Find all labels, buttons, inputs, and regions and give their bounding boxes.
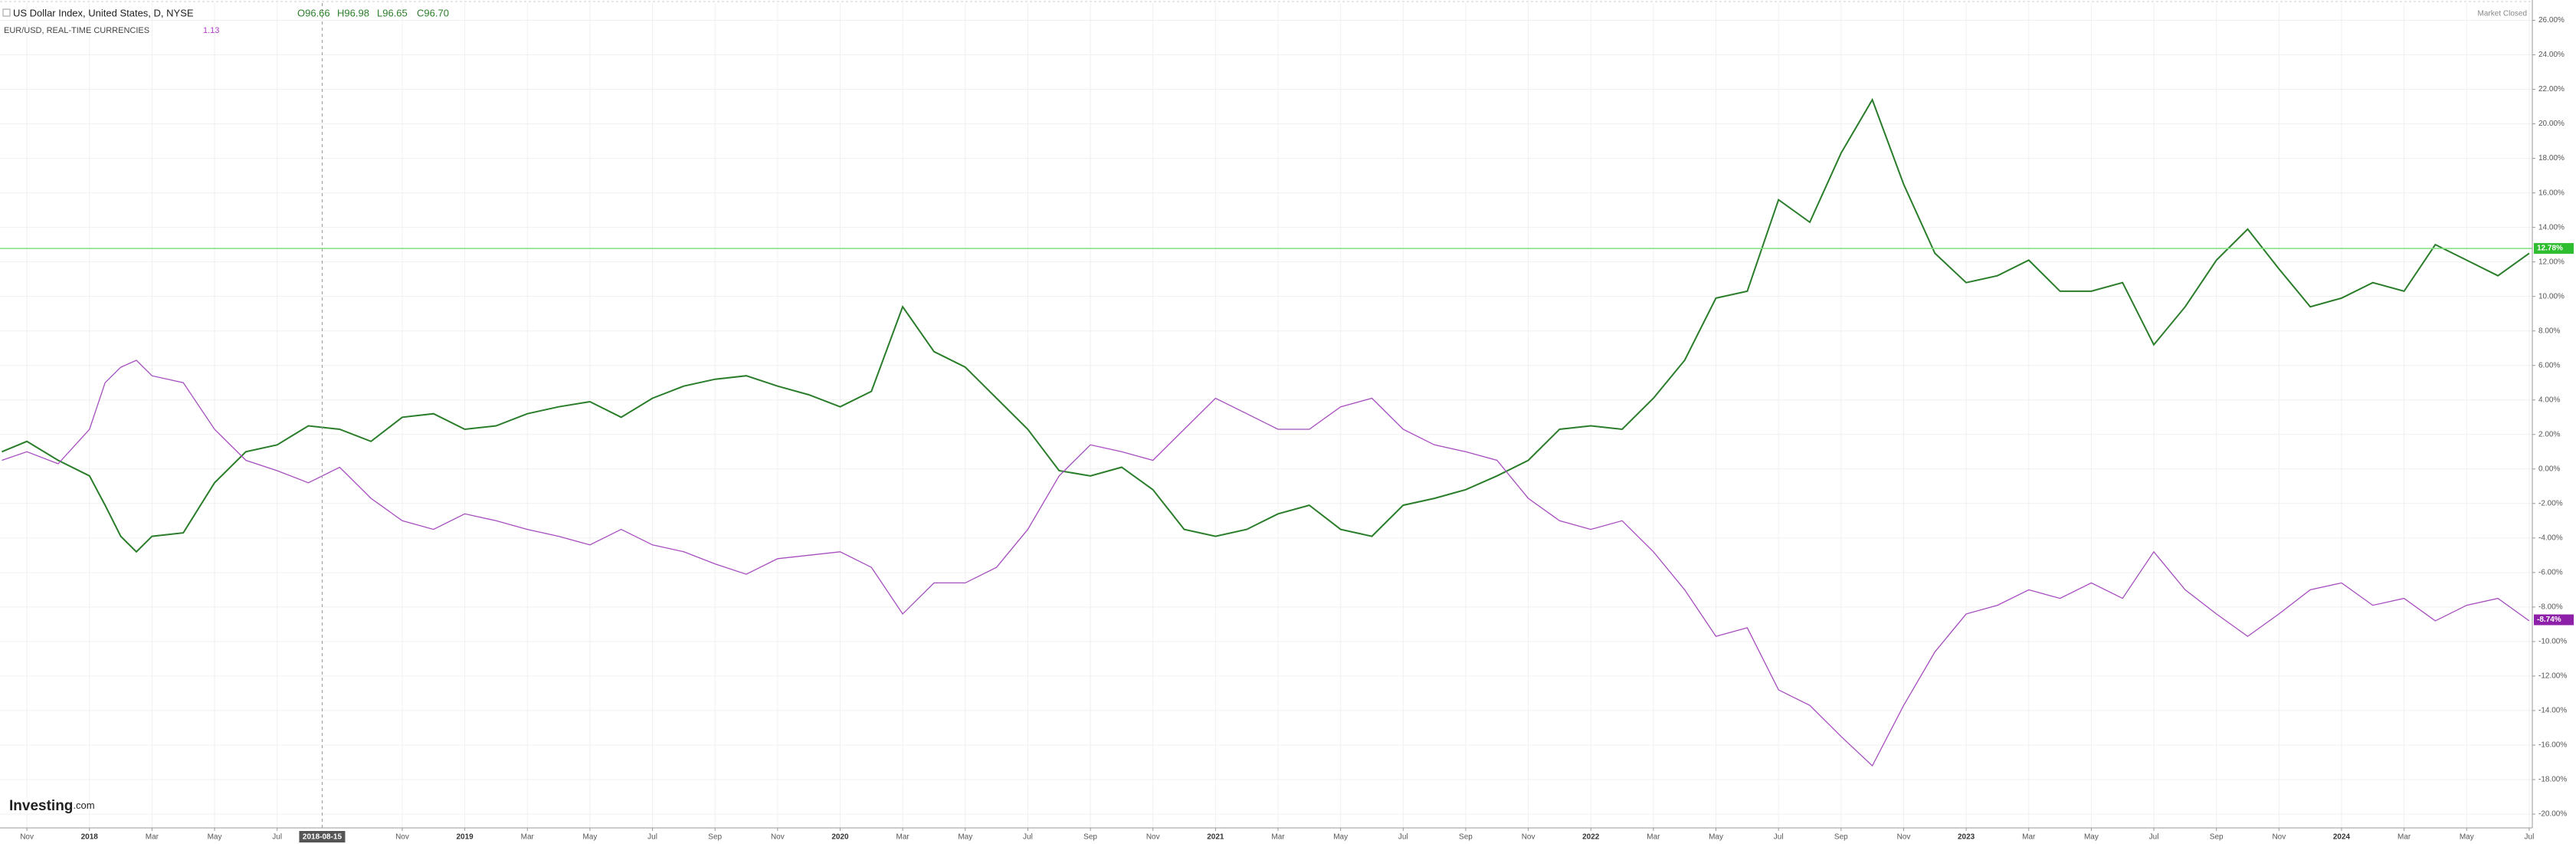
market-status: Market Closed [2478,10,2527,18]
brand-logo: Investing.com [9,798,95,814]
x-tick-label: May [2084,833,2099,842]
y-tick-label: 2.00% [2538,430,2560,438]
crosshair-label-box [299,831,346,842]
eur-last: 1.13 [203,26,219,35]
collapse-box[interactable] [2,8,11,17]
y-tick-label: 4.00% [2538,396,2560,404]
series-title: EUR/USD, REAL-TIME CURRENCIES [4,26,149,35]
x-tick-label: Mar [1271,833,1285,842]
y-tick-label: 8.00% [2538,327,2560,335]
x-tick-label: Jul [2149,833,2159,842]
x-tick-label: Sep [1834,833,1848,842]
x-tick-label: Sep [1083,833,1097,842]
x-tick-label: Sep [1459,833,1473,842]
y-tick-label: 12.00% [2538,258,2565,266]
eur-label-box [2534,614,2574,626]
x-tick-label: 2019 [456,833,474,842]
x-tick-label: Mar [2397,833,2411,842]
y-tick-label: -14.00% [2538,707,2567,715]
y-tick-label: 18.00% [2538,154,2565,163]
y-tick-label: -4.00% [2538,534,2563,542]
y-tick-label: -12.00% [2538,672,2567,681]
series-line [2,360,2530,767]
x-tick-label: Sep [2210,833,2224,842]
eur-label: -8.74% [2537,616,2561,624]
x-tick-label: 2020 [831,833,849,842]
x-tick-label: May [208,833,222,842]
y-tick-label: 10.00% [2538,292,2565,300]
axes-layer: -20.00% -18.00% -16.00% -14.00% -12.00% -10.0… [20,16,2574,842]
y-tick-label: -16.00% [2538,741,2567,750]
x-tick-label: Nov [1897,833,1911,842]
ohlc-close: C96.70 [417,7,449,18]
y-tick-label: 20.00% [2538,120,2565,128]
crosshair-label: 2018-08-15 [303,833,342,842]
y-tick-label: 0.00% [2538,465,2560,473]
x-tick-label: Nov [20,833,34,842]
x-tick-label: Mar [1647,833,1660,842]
x-tick-label: Nov [1146,833,1160,842]
ohlc-open: O96.66 [297,7,330,18]
plot-layer [0,3,2532,828]
x-tick-label: May [2460,833,2474,842]
y-tick-label: 14.00% [2538,223,2565,232]
x-tick-label: Jul [2525,833,2535,842]
x-tick-label: May [1709,833,1723,842]
y-tick-label: -20.00% [2538,810,2567,819]
y-tick-label: -2.00% [2538,499,2563,507]
y-tick-label: -8.00% [2538,603,2563,612]
x-tick-label: 2024 [2333,833,2351,842]
x-tick-label: 2022 [1582,833,1600,842]
x-tick-label: 2021 [1207,833,1224,842]
x-tick-label: May [958,833,972,842]
series-title: US Dollar Index, United States, D, NYSE [13,7,194,18]
x-tick-label: 2018 [81,833,99,842]
x-tick-label: Jul [647,833,657,842]
x-tick-label: Sep [708,833,722,842]
y-tick-label: -10.00% [2538,638,2567,646]
x-tick-label: Jul [1023,833,1033,842]
x-tick-label: May [1333,833,1348,842]
y-tick-label: 16.00% [2538,189,2565,197]
y-tick-label: -18.00% [2538,776,2567,784]
x-tick-label: Nov [771,833,785,842]
brand-name: Investing [9,798,73,814]
series-line [2,97,2530,553]
x-tick-label: Mar [2022,833,2036,842]
y-tick-label: 26.00% [2538,16,2565,25]
y-tick-label: 24.00% [2538,51,2565,59]
x-tick-label: Jul [1398,833,1408,842]
y-tick-label: -6.00% [2538,568,2563,576]
ohlc-low: L96.65 [377,7,408,18]
ohlc-high: H96.98 [337,7,369,18]
x-tick-label: 2023 [1958,833,1975,842]
x-tick-label: Mar [146,833,159,842]
price-label-box [2534,243,2574,255]
x-tick-label: Jul [1774,833,1784,842]
x-tick-label: Mar [896,833,910,842]
grid-layer [0,3,2532,828]
x-tick-label: Jul [272,833,282,842]
y-tick-label: 22.00% [2538,85,2565,94]
x-tick-label: May [582,833,597,842]
x-tick-label: Mar [521,833,535,842]
x-tick-label: Nov [2272,833,2286,842]
price-label: 12.78% [2537,245,2563,253]
brand-suffix: .com [73,800,94,811]
x-tick-label: Nov [1522,833,1535,842]
x-tick-label: Nov [395,833,409,842]
y-tick-label: 6.00% [2538,361,2560,369]
